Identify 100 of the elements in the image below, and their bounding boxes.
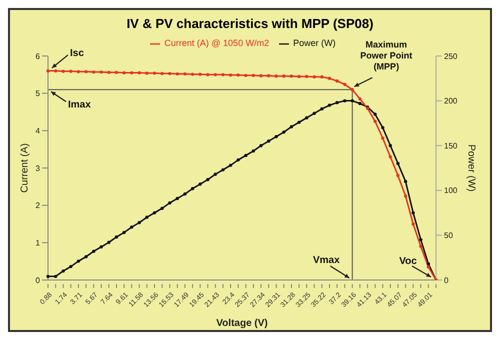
point (92, 70, 96, 74)
point (336, 100, 339, 104)
point (152, 72, 156, 75)
point (388, 144, 392, 148)
point (46, 69, 50, 73)
y2-tick-label: 50 (444, 231, 454, 240)
y-tick-label: 5 (36, 89, 41, 98)
point (145, 216, 148, 219)
point (267, 74, 270, 78)
point (76, 260, 80, 263)
point (282, 74, 286, 78)
point (198, 182, 202, 186)
point (374, 112, 377, 116)
point (297, 74, 301, 78)
y2-tick-label: 200 (444, 96, 458, 106)
point (214, 73, 217, 76)
point (100, 70, 103, 74)
point (320, 107, 324, 110)
point (396, 162, 400, 166)
point (107, 70, 110, 74)
point (84, 255, 88, 258)
point (206, 73, 210, 76)
point (130, 226, 134, 229)
point (160, 72, 164, 76)
point (122, 71, 126, 74)
point (114, 235, 118, 239)
x-axis-title: Voltage (V) (216, 318, 268, 329)
annotation: Voc (399, 256, 418, 267)
point (130, 71, 134, 74)
point (350, 99, 354, 102)
point (305, 74, 308, 78)
point (350, 88, 354, 92)
y2-axis-title: Power (W) (465, 144, 476, 192)
point (62, 70, 65, 73)
point (328, 76, 332, 80)
point (76, 70, 80, 74)
point (160, 206, 164, 210)
point (396, 174, 400, 178)
point (412, 211, 415, 214)
point (252, 149, 256, 153)
point (54, 69, 58, 73)
point (426, 262, 430, 266)
point (206, 178, 210, 182)
point (176, 196, 179, 200)
point (358, 102, 362, 106)
point (388, 155, 392, 158)
point (84, 70, 88, 74)
point (236, 158, 240, 162)
point (100, 245, 103, 248)
point (168, 201, 172, 205)
point (69, 70, 72, 73)
point (221, 73, 225, 76)
point (244, 154, 248, 158)
point (381, 136, 384, 140)
ref-line-label: Imax (68, 100, 92, 111)
point (419, 238, 422, 242)
point (138, 71, 141, 74)
point (221, 168, 225, 172)
point (168, 72, 172, 76)
y2-tick-label: 0 (444, 276, 449, 285)
point (122, 230, 126, 234)
y-tick-label: 2 (36, 201, 41, 210)
point (290, 125, 294, 128)
point (92, 250, 96, 253)
point (190, 72, 194, 76)
point (228, 73, 232, 77)
point (259, 144, 263, 148)
chart-title: IV & PV characteristics with MPP (SP08) (126, 15, 374, 33)
legend-label: Current (A) @ 1050 W/m2 (164, 38, 270, 48)
point (343, 99, 346, 102)
point (236, 73, 240, 77)
point (183, 192, 187, 196)
y2-tick-label: 100 (444, 186, 458, 196)
point (328, 104, 332, 107)
point (69, 264, 72, 268)
point (305, 116, 308, 120)
annotation: Isc (70, 48, 84, 59)
point (62, 269, 65, 273)
point (419, 244, 422, 248)
point (267, 140, 270, 143)
point (358, 97, 362, 101)
y-axis-title: Current (A) (20, 143, 31, 193)
y-tick-label: 4 (36, 126, 41, 136)
point (54, 274, 58, 278)
point (244, 74, 248, 78)
point (145, 72, 148, 75)
annotation: Maximum Power Point (MPP) (360, 40, 412, 72)
point (312, 112, 316, 115)
legend-label: Power (W) (293, 38, 336, 48)
point (274, 135, 278, 138)
point (312, 75, 316, 79)
point (297, 120, 301, 124)
point (228, 164, 232, 167)
point (282, 130, 286, 134)
point (107, 240, 110, 244)
point (404, 194, 408, 198)
point (190, 187, 194, 190)
point (114, 70, 118, 74)
point (412, 222, 415, 226)
point (404, 180, 408, 184)
